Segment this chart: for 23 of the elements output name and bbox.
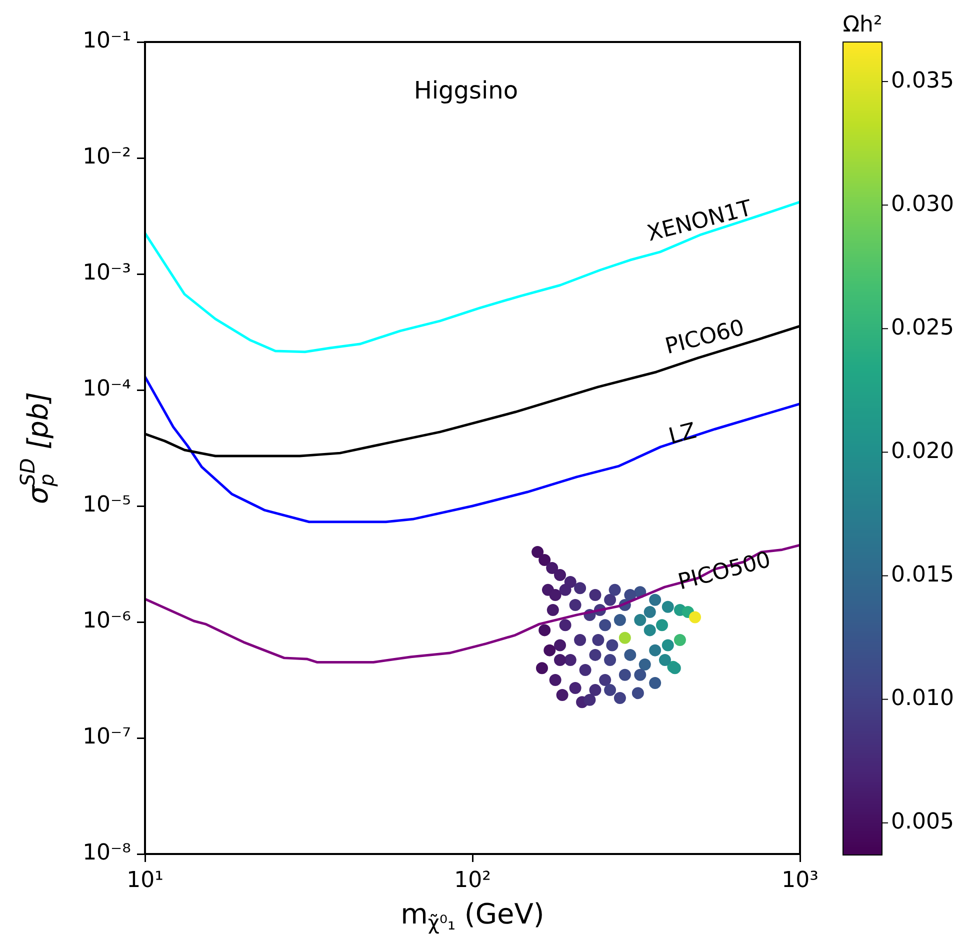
x-tick-label: 10³ [782,868,818,893]
y-tick-label: 10⁻⁴ [82,376,132,402]
annotation: PICO60 [662,316,747,360]
y-tick-label: 10⁻⁵ [82,492,131,518]
color-bar-title: Ωh² [842,12,882,38]
x-tick-label: 10¹ [126,868,164,893]
y-tick-label: 10⁻⁸ [82,840,132,866]
color-bar-label: 0.025 [891,315,954,340]
annotation: LZ [666,418,699,450]
color-bar-label: 0.015 [891,562,954,588]
y-tick-label: 10⁻⁶ [82,608,132,634]
y-axis-title: σpSD [pb] [16,392,59,504]
y-tick-label: 10⁻² [82,144,131,170]
color-bar-label: 0.035 [891,68,954,94]
color-bar-label: 0.020 [891,438,954,464]
color-bar-label: 0.010 [891,686,954,712]
y-tick-label: 10⁻³ [82,260,131,286]
color-bar-label: 0.030 [891,192,954,217]
y-tick-label: 10⁻¹ [82,28,131,54]
y-tick-label: 10⁻⁷ [82,724,131,750]
x-tick-label: 10² [454,868,491,893]
color-bar-label: 0.005 [891,810,954,835]
annotation: Higgsino [414,76,518,105]
